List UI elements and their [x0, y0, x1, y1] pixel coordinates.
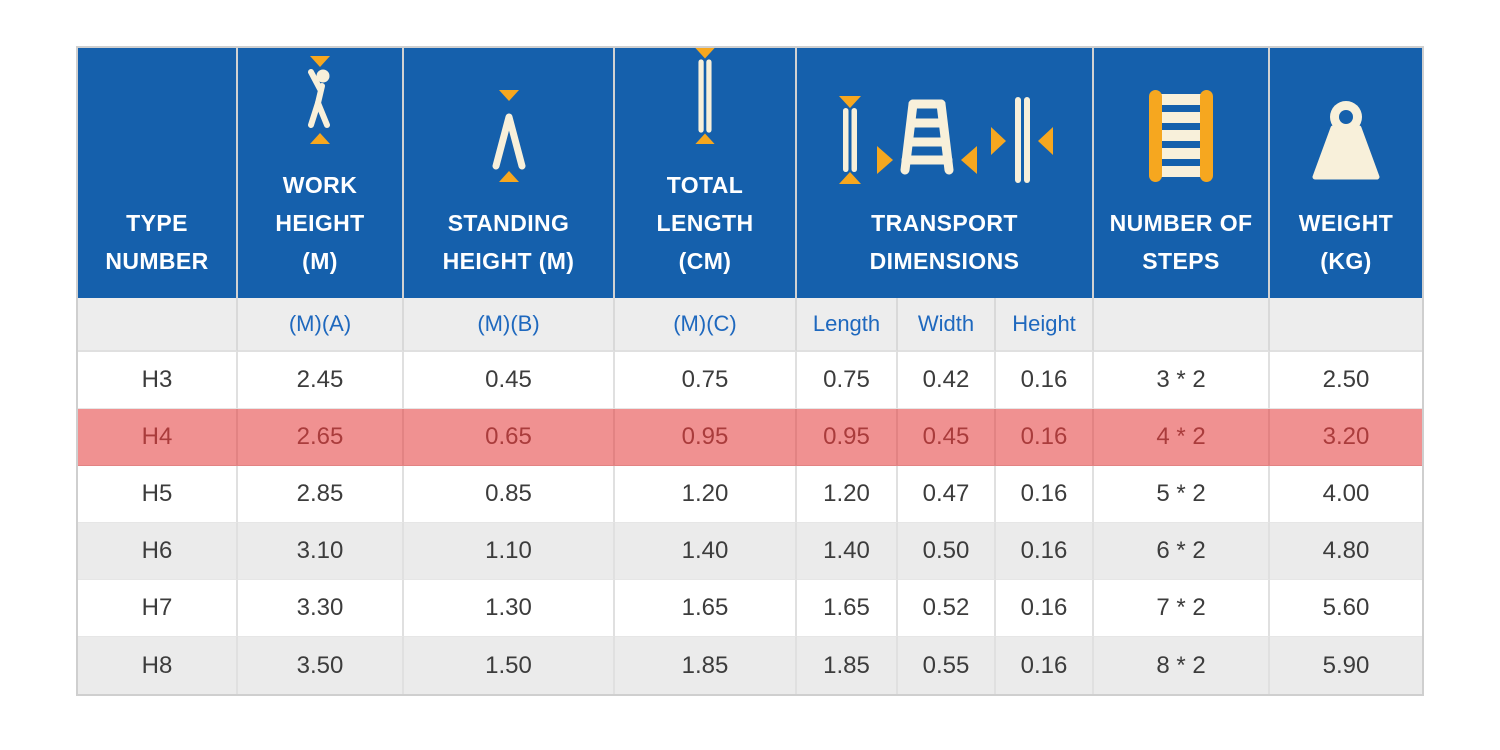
- table-cell: H4: [78, 409, 238, 466]
- table-cell: 1.20: [615, 466, 797, 523]
- table-cell: 3.10: [238, 523, 404, 580]
- table-cell: 0.50: [898, 523, 996, 580]
- table-cell: 1.40: [615, 523, 797, 580]
- subheader-transport-height: Height: [996, 298, 1094, 352]
- subheader-total-length: (M)(C): [615, 298, 797, 352]
- table-cell: 0.42: [898, 352, 996, 409]
- table-cell: 1.85: [797, 637, 898, 694]
- header-total-length: TOTAL LENGTH (CM): [615, 48, 797, 298]
- total-length-closed-ladder-icon: [695, 48, 715, 144]
- table-cell: 0.45: [898, 409, 996, 466]
- table-cell: 3.30: [238, 580, 404, 637]
- transport-height-icon: [990, 97, 1053, 183]
- table-cell: 2.50: [1270, 352, 1422, 409]
- table-cell: 1.65: [615, 580, 797, 637]
- table-cell: 0.95: [797, 409, 898, 466]
- table-cell: 0.16: [996, 523, 1094, 580]
- subheader-transport-width: Width: [898, 298, 996, 352]
- subheader-work-height: (M)(A): [238, 298, 404, 352]
- ladder-spec-table: TYPE NUMBER WORK HEIGHT (M): [76, 46, 1424, 696]
- table-cell: 1.20: [797, 466, 898, 523]
- table-cell: 5.90: [1270, 637, 1422, 694]
- table-cell: 8 * 2: [1094, 637, 1270, 694]
- standing-height-stepladder-icon: [492, 90, 525, 182]
- table-cell: 1.10: [404, 523, 615, 580]
- subheader-type-empty: [78, 298, 238, 352]
- header-standing-height: STANDING HEIGHT (M): [404, 48, 615, 298]
- transport-icons: [837, 96, 1053, 184]
- table-cell: 3.50: [238, 637, 404, 694]
- header-weight: WEIGHT (KG): [1270, 48, 1422, 298]
- table-cell: 1.50: [404, 637, 615, 694]
- header-label-number-of-steps: NUMBER OF STEPS: [1109, 210, 1253, 274]
- weight-icon: [1312, 101, 1380, 180]
- number-of-steps-ladder-icon: [1149, 90, 1213, 182]
- table-cell: 0.47: [898, 466, 996, 523]
- table-cell: H3: [78, 352, 238, 409]
- subheader-weight-empty: [1270, 298, 1422, 352]
- header-work-height: WORK HEIGHT (M): [238, 48, 404, 298]
- header-label-type-number: TYPE NUMBER: [105, 210, 209, 274]
- table-cell: 0.85: [404, 466, 615, 523]
- header-label-total-length: TOTAL LENGTH (CM): [656, 172, 754, 274]
- table-cell: 0.16: [996, 352, 1094, 409]
- table-cell: 6 * 2: [1094, 523, 1270, 580]
- table-cell: 0.16: [996, 580, 1094, 637]
- header-label-standing-height: STANDING HEIGHT (M): [442, 210, 575, 274]
- table-cell: 0.16: [996, 466, 1094, 523]
- table-cell: 1.85: [615, 637, 797, 694]
- table-cell: 1.65: [797, 580, 898, 637]
- table-cell: 1.30: [404, 580, 615, 637]
- table-cell: 7 * 2: [1094, 580, 1270, 637]
- table-cell: 0.16: [996, 637, 1094, 694]
- table-cell: 0.45: [404, 352, 615, 409]
- work-height-person-icon: [308, 56, 330, 144]
- table-cell: H6: [78, 523, 238, 580]
- table-cell: 2.65: [238, 409, 404, 466]
- table-cell: 2.85: [238, 466, 404, 523]
- subheader-standing-height: (M)(B): [404, 298, 615, 352]
- table-cell: 0.75: [797, 352, 898, 409]
- table-cell: H7: [78, 580, 238, 637]
- transport-width-ladder-icon: [876, 99, 977, 175]
- table-cell: 0.75: [615, 352, 797, 409]
- table-cell: 5.60: [1270, 580, 1422, 637]
- header-transport-dimensions: TRANSPORT DIMENSIONS: [797, 48, 1094, 298]
- header-label-transport-dimensions: TRANSPORT DIMENSIONS: [869, 210, 1020, 274]
- table-cell: H5: [78, 466, 238, 523]
- table-cell: 0.52: [898, 580, 996, 637]
- table-cell: H8: [78, 637, 238, 694]
- table-cell: 0.65: [404, 409, 615, 466]
- table-cell: 4 * 2: [1094, 409, 1270, 466]
- table-cell: 4.00: [1270, 466, 1422, 523]
- table-cell: 0.95: [615, 409, 797, 466]
- table-cell: 0.16: [996, 409, 1094, 466]
- table-cell: 4.80: [1270, 523, 1422, 580]
- subheader-steps-empty: [1094, 298, 1270, 352]
- table-cell: 3.20: [1270, 409, 1422, 466]
- table-cell: 2.45: [238, 352, 404, 409]
- header-number-of-steps: NUMBER OF STEPS: [1094, 48, 1270, 298]
- transport-length-icon: [838, 96, 861, 184]
- table-cell: 3 * 2: [1094, 352, 1270, 409]
- header-label-work-height: WORK HEIGHT (M): [275, 172, 365, 274]
- table-cell: 5 * 2: [1094, 466, 1270, 523]
- table-cell: 1.40: [797, 523, 898, 580]
- header-label-weight: WEIGHT (KG): [1298, 210, 1394, 274]
- header-type-number: TYPE NUMBER: [78, 48, 238, 298]
- table-cell: 0.55: [898, 637, 996, 694]
- subheader-transport-length: Length: [797, 298, 898, 352]
